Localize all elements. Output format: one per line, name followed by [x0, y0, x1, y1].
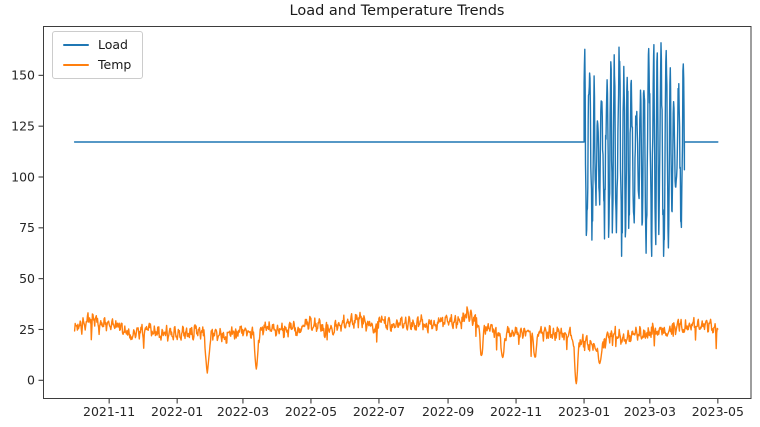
axes-spines — [43, 26, 752, 399]
x-tick-label: 2022-09 — [422, 404, 474, 419]
x-tick-label: 2023-01 — [558, 404, 610, 419]
load-series-line — [73, 42, 719, 257]
x-tick-label: 2021-11 — [83, 404, 135, 419]
x-tick-label: 2022-03 — [217, 404, 269, 419]
temp-series-line — [73, 306, 719, 385]
x-tick-label: 2022-07 — [353, 404, 405, 419]
x-tick-label: 2022-11 — [490, 404, 542, 419]
y-tick-label: 25 — [19, 322, 35, 337]
legend-item-temp: Temp — [63, 58, 131, 71]
x-tick-label: 2022-05 — [285, 404, 337, 419]
legend-label-temp: Temp — [98, 57, 132, 72]
y-tick-label: 125 — [11, 118, 35, 133]
legend: Load Temp — [52, 31, 144, 79]
legend-label-load: Load — [98, 37, 128, 52]
y-tick-label: 75 — [19, 220, 35, 235]
temp-line-swatch — [63, 63, 89, 66]
load-line-swatch — [63, 43, 89, 46]
y-tick-label: 100 — [11, 169, 35, 184]
legend-item-load: Load — [63, 38, 131, 51]
chart-title: Load and Temperature Trends — [289, 3, 505, 19]
y-tick-label: 150 — [11, 68, 35, 83]
x-tick-label: 2022-01 — [151, 404, 203, 419]
y-tick-label: 0 — [27, 373, 35, 388]
y-tick-label: 50 — [19, 271, 35, 286]
x-tick-label: 2023-03 — [624, 404, 676, 419]
x-tick-label: 2023-05 — [692, 404, 744, 419]
